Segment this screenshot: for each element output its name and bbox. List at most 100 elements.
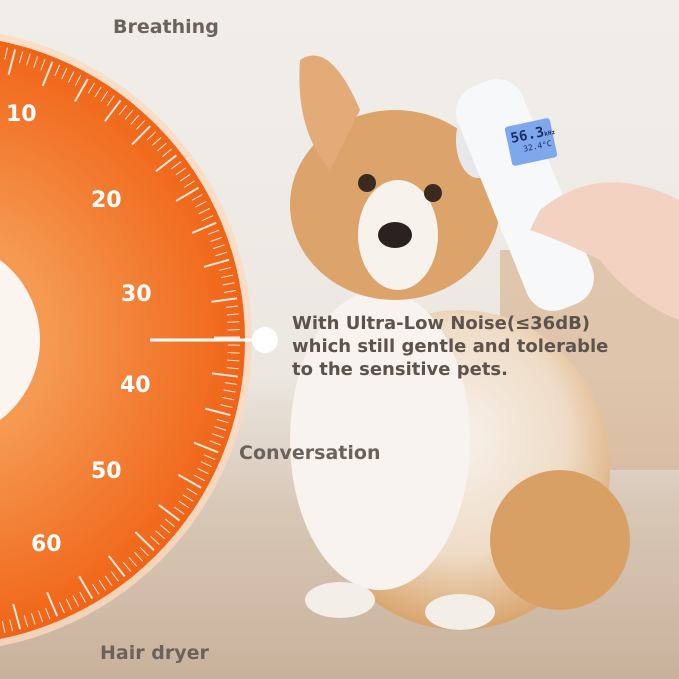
dial-tick <box>38 610 44 623</box>
dial-tick <box>201 215 214 222</box>
dial-tick <box>165 518 176 528</box>
dial-tick <box>203 454 216 461</box>
dial-tick <box>98 579 106 591</box>
dial-tick <box>211 372 238 378</box>
dial-tick <box>139 546 149 557</box>
dial-tick <box>104 99 122 122</box>
noise-claim-text: With Ultra-Low Noise(≤36dB) which still … <box>292 312 632 381</box>
dial-tick <box>222 396 235 401</box>
hair-dryer-label: Hair dryer <box>100 642 209 664</box>
dial-tick <box>131 125 151 146</box>
dial-tick <box>41 61 54 87</box>
dial-tick <box>224 382 237 385</box>
dial-tick <box>130 114 140 125</box>
dial-tick <box>222 282 235 286</box>
dial-tick <box>87 82 95 94</box>
dial-tick <box>155 154 178 173</box>
dial-tick <box>94 86 102 98</box>
dial-tick <box>124 109 134 120</box>
tick-label-50: 50 <box>91 459 122 484</box>
breathing-label: Breathing <box>113 16 219 38</box>
dial-tick <box>223 389 236 393</box>
dial-tick <box>186 487 198 495</box>
dial-tick <box>207 229 220 235</box>
claim-line-2: which still gentle and tolerable <box>292 336 609 357</box>
dial-tick <box>220 404 233 408</box>
dial-tick <box>178 500 189 509</box>
dial-tick <box>227 321 240 323</box>
dial-tick <box>54 64 61 77</box>
dial-tick <box>195 201 207 208</box>
dial-face <box>0 41 245 639</box>
dial-tick <box>100 91 109 102</box>
dial-tick <box>160 524 171 534</box>
dial-tick <box>226 313 239 316</box>
dial-tick <box>214 426 227 431</box>
dial-tick <box>226 305 239 308</box>
dial-tick <box>151 136 162 146</box>
dial-tick <box>9 619 14 632</box>
dial-tick <box>193 441 219 454</box>
dial-tick <box>122 561 132 572</box>
dial-tick <box>106 95 115 106</box>
dial-tick <box>209 440 222 446</box>
dial-tick <box>177 474 202 489</box>
dial-tick <box>200 461 213 468</box>
dial-tick <box>33 56 39 68</box>
corgi-dog <box>290 55 630 630</box>
dial-tick <box>191 194 203 201</box>
claim-line-1: With Ultra-Low Noise(≤36dB) <box>292 313 591 334</box>
dial-tick <box>179 174 191 182</box>
hand <box>530 182 679 320</box>
dial-tick <box>203 258 230 268</box>
dial-tick <box>134 551 144 562</box>
dial-tick <box>136 120 145 130</box>
dial-tick <box>216 418 229 424</box>
dial-tick <box>226 367 239 370</box>
dial-tick <box>65 598 72 610</box>
tick-label-20: 20 <box>91 188 122 213</box>
dial-tick <box>4 47 8 60</box>
dial-tick <box>104 575 113 587</box>
dial-tick <box>118 104 128 115</box>
dial-tick <box>223 289 236 293</box>
dial-tick <box>61 67 68 80</box>
dial-tick <box>74 74 82 86</box>
dial-tick <box>155 530 166 540</box>
dial-tick <box>18 51 24 64</box>
dial-tick <box>227 359 240 362</box>
dial-tick <box>1 621 6 633</box>
dial-tick <box>157 142 167 152</box>
dial-tick <box>45 607 51 620</box>
dial-tick <box>194 474 206 482</box>
conversation-label: Conversation <box>239 442 381 464</box>
dial-tick <box>205 407 231 417</box>
dial-tick <box>198 208 210 215</box>
dial-tick <box>74 78 89 103</box>
dial-tick <box>7 49 17 75</box>
dial-tick <box>128 557 138 567</box>
dial-tick <box>58 601 65 614</box>
dial-tick <box>191 221 217 234</box>
dial-tick <box>182 494 194 502</box>
dial-tick <box>72 595 79 607</box>
dial-tick <box>146 131 157 141</box>
dial-tick <box>30 612 36 625</box>
dial-tick <box>175 186 199 202</box>
dial-tick <box>150 536 160 545</box>
tick-label-40: 40 <box>120 373 151 398</box>
dial-tick <box>158 504 181 522</box>
dial-tick <box>134 531 155 551</box>
tick-label-60: 60 <box>31 532 62 557</box>
tick-label-30: 30 <box>121 282 152 307</box>
dial-ticks <box>0 46 240 633</box>
dial-tick <box>171 161 182 170</box>
dial-tick <box>215 251 228 257</box>
dial-tick <box>161 148 172 158</box>
dial-tick <box>210 236 223 242</box>
dial-center-hole <box>0 260 40 420</box>
dial-tick <box>211 297 238 303</box>
dial-tick <box>23 615 29 628</box>
